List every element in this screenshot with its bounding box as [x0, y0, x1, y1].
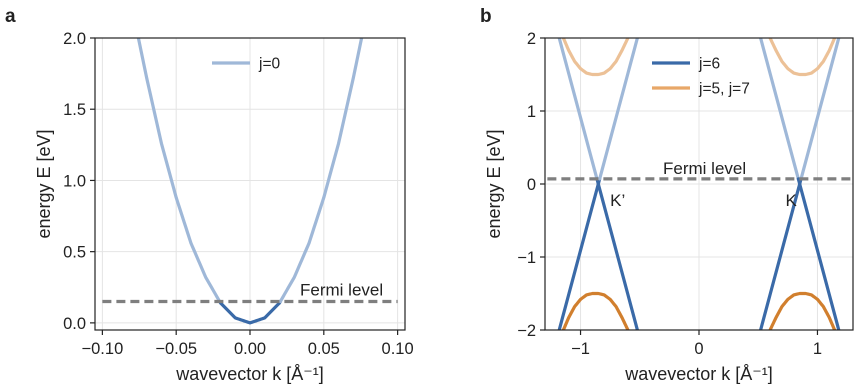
x-tick-label: 1	[813, 340, 822, 358]
y-tick-label: 0	[527, 176, 536, 194]
y-tick-label: −1	[517, 249, 536, 267]
plot-area	[557, 38, 841, 330]
y-tick-label: 2	[527, 30, 536, 48]
y-axis-label: energy E [eV]	[484, 129, 504, 238]
y-tick-label: 1.5	[63, 101, 86, 119]
band-line-occupied	[218, 299, 282, 325]
x-axis-label: wavevector k [Å⁻¹]	[175, 364, 324, 384]
legend-label: j=5, j=7	[698, 81, 750, 98]
plot-area	[136, 38, 364, 325]
panel-label: b	[480, 6, 492, 27]
band-line-unoccupied	[136, 38, 222, 304]
x-tick-label: 0.00	[234, 340, 266, 358]
y-tick-label: 0.0	[63, 315, 86, 333]
x-tick-label: −0.05	[155, 340, 197, 358]
legend-label: j=0	[258, 56, 280, 73]
band-line-occupied	[768, 291, 837, 330]
chart-panel-b: Fermi level K’ Kj=6 j=5, j=7 −1 0 1 −2 −1 0 1 2 wave…	[480, 6, 854, 384]
band-line-occupied	[557, 182, 600, 330]
y-tick-label: 1	[527, 103, 536, 121]
band-line-unoccupied	[598, 38, 639, 181]
band-line-occupied	[596, 182, 639, 330]
band-line-unoccupied	[278, 38, 364, 304]
y-tick-label: −2	[517, 322, 536, 340]
x-axis-label: wavevector k [Å⁻¹]	[624, 364, 773, 384]
x-tick-label: −1	[571, 340, 590, 358]
band-line-unoccupied	[759, 38, 800, 181]
x-tick-label: 0	[694, 340, 703, 358]
band-line-occupied	[759, 182, 802, 330]
y-tick-label: 0.5	[63, 244, 86, 262]
band-line-occupied	[798, 182, 841, 330]
y-tick-label: 2.0	[63, 30, 86, 48]
band-line-unoccupied	[768, 38, 837, 77]
y-axis-label: energy E [eV]	[34, 129, 54, 238]
x-tick-label: 0.10	[382, 340, 414, 358]
fermi-level-label: Fermi level	[300, 281, 383, 300]
legend-label: j=6	[698, 56, 720, 73]
panel-label: a	[5, 6, 16, 27]
y-tick-label: 1.0	[63, 172, 86, 190]
x-tick-label: −0.10	[82, 340, 124, 358]
point-label: K	[785, 191, 797, 210]
fermi-level-label: Fermi level	[663, 159, 746, 178]
chart-panel-a: Fermi level j=0 −0.10 −0.05 0.00 0.05 0.10 0.0 0…	[5, 6, 414, 384]
x-tick-label: 0.05	[308, 340, 340, 358]
band-line-unoccupied	[561, 38, 630, 77]
band-line-unoccupied	[557, 38, 599, 181]
point-label: K’	[610, 191, 625, 210]
band-line-occupied	[561, 291, 630, 330]
band-line-unoccupied	[799, 38, 841, 181]
